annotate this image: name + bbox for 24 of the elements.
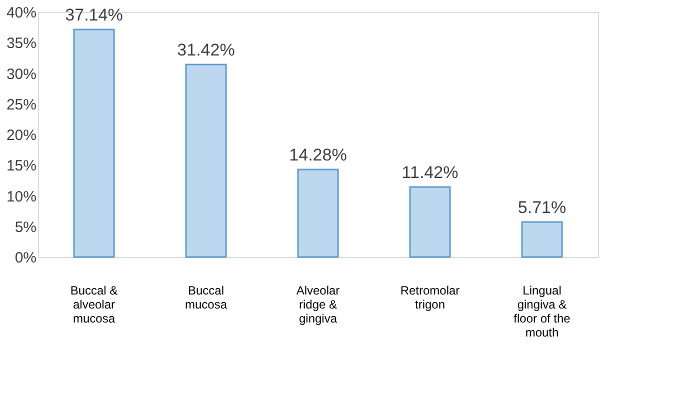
- data-label: 37.14%: [65, 6, 123, 25]
- x-tick-label: Buccal mucosa: [184, 284, 228, 312]
- data-label: 5.71%: [518, 198, 566, 218]
- data-label: 31.42%: [177, 40, 235, 60]
- bar: [521, 221, 563, 258]
- x-tick-label: Buccal & alveolar mucosa: [70, 284, 118, 326]
- bar: [73, 28, 115, 258]
- y-tick-label: 0%: [14, 250, 36, 266]
- data-label: 14.28%: [289, 146, 347, 165]
- bar: [185, 64, 227, 258]
- y-tick-label: 30%: [6, 66, 36, 83]
- data-label: 11.42%: [402, 163, 458, 182]
- y-tick-label: 25%: [6, 96, 36, 114]
- bar: [297, 168, 339, 258]
- bar: [409, 186, 451, 258]
- y-tick-label: 15%: [6, 158, 36, 175]
- y-tick-label: 5%: [14, 218, 36, 236]
- y-tick-label: 35%: [6, 35, 36, 52]
- x-tick-label: Alveolar ridge & gingiva: [296, 284, 340, 326]
- y-tick-label: 10%: [6, 188, 36, 206]
- x-tick-label: Retromolar trigon: [400, 284, 460, 312]
- y-tick-label: 20%: [6, 127, 36, 144]
- x-tick-label: Lingual gingiva & floor of the mouth: [514, 284, 571, 340]
- y-tick-label: 40%: [6, 4, 36, 22]
